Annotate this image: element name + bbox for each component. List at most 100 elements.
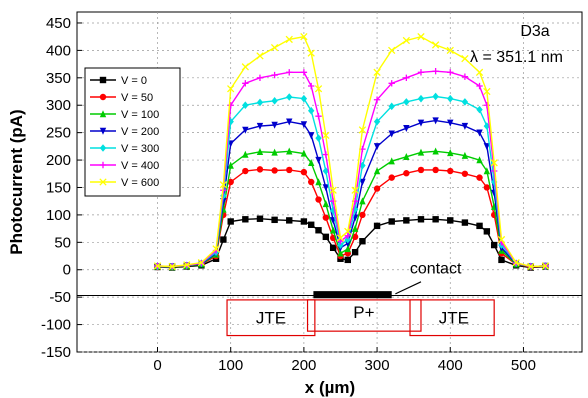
data-point — [322, 233, 330, 241]
data-point — [512, 258, 520, 267]
series-line — [157, 70, 546, 268]
legend-entry: V = 100 — [121, 109, 159, 121]
data-point — [447, 149, 454, 157]
data-point — [541, 262, 550, 270]
data-point — [315, 227, 322, 234]
data-point — [300, 149, 308, 157]
legend-entry: V = 600 — [121, 177, 159, 189]
data-point — [286, 69, 293, 76]
data-point — [351, 224, 359, 232]
data-point — [432, 117, 439, 125]
data-point — [359, 161, 366, 170]
jte-right-box — [409, 299, 495, 337]
data-point — [373, 117, 381, 126]
data-point — [475, 68, 484, 76]
y-tick-label: 150 — [46, 179, 71, 196]
data-point — [286, 166, 293, 174]
contact-label: contact — [410, 261, 462, 278]
data-point — [242, 126, 249, 134]
data-point — [461, 122, 469, 130]
data-point — [286, 118, 293, 126]
data-point — [476, 222, 483, 230]
data-point — [322, 214, 330, 221]
legend-entry: V = 400 — [121, 160, 159, 172]
data-point — [432, 166, 439, 174]
data-point — [286, 147, 293, 155]
data-point — [286, 93, 293, 101]
data-point — [344, 232, 351, 239]
data-point — [300, 69, 308, 76]
data-point — [227, 117, 234, 126]
x-tick-label: 300 — [365, 357, 390, 374]
legend-marker — [99, 76, 107, 84]
data-point — [483, 167, 491, 175]
data-point — [373, 68, 381, 76]
legend-marker — [99, 161, 107, 169]
data-point — [256, 148, 264, 156]
data-point — [314, 85, 323, 93]
data-point — [344, 240, 351, 248]
data-point — [344, 256, 351, 264]
data-point — [337, 249, 344, 257]
y-tick-label: 200 — [46, 152, 71, 169]
data-point — [403, 125, 410, 133]
data-point — [461, 73, 469, 80]
data-point — [351, 248, 359, 256]
data-point — [483, 143, 491, 151]
data-point — [307, 49, 315, 57]
data-point — [403, 98, 410, 106]
data-point — [300, 168, 308, 176]
data-point — [461, 219, 469, 226]
data-point — [476, 105, 483, 114]
series-line — [157, 119, 546, 268]
data-point — [227, 178, 234, 186]
contact-arrow — [395, 281, 422, 295]
series-1 — [154, 166, 549, 271]
data-point — [373, 96, 381, 103]
data-point — [388, 157, 395, 165]
data-point — [315, 156, 322, 164]
data-point — [329, 186, 337, 194]
data-point — [476, 174, 483, 181]
legend-marker — [99, 93, 107, 101]
jte-left-box — [226, 299, 316, 337]
data-point — [227, 85, 235, 93]
y-tick-label: 250 — [46, 125, 71, 142]
data-point — [359, 238, 366, 245]
data-point — [300, 33, 308, 41]
data-point — [168, 262, 176, 271]
y-tick-label: 50 — [54, 234, 71, 251]
wavelength-label: λ = 351.1 nm — [470, 49, 563, 66]
data-point — [431, 41, 440, 49]
data-point — [315, 134, 322, 142]
data-point — [373, 185, 381, 192]
data-point — [308, 132, 315, 140]
legend-marker — [99, 178, 107, 186]
data-point — [497, 235, 506, 244]
data-point — [197, 258, 206, 267]
data-point — [432, 147, 439, 155]
y-tick-label: 300 — [46, 97, 71, 114]
series-line — [157, 217, 546, 269]
data-point — [315, 178, 322, 186]
data-point — [329, 244, 337, 252]
series-line — [157, 168, 546, 268]
data-point — [351, 186, 359, 194]
x-tick-label: 0 — [153, 357, 161, 374]
y-tick-label: 450 — [46, 15, 71, 32]
data-point — [227, 102, 234, 109]
data-point — [241, 63, 249, 71]
legend-marker — [99, 110, 107, 118]
legend-marker — [99, 144, 107, 152]
data-point — [256, 98, 264, 107]
data-point — [476, 129, 483, 137]
data-point — [308, 221, 315, 228]
data-point — [417, 166, 425, 174]
data-point — [432, 92, 439, 101]
data-point — [300, 121, 308, 129]
legend-marker — [99, 127, 107, 135]
data-point — [461, 170, 469, 177]
jte-right-label: JTE — [439, 308, 469, 327]
data-point — [498, 256, 505, 264]
data-point — [219, 181, 228, 189]
